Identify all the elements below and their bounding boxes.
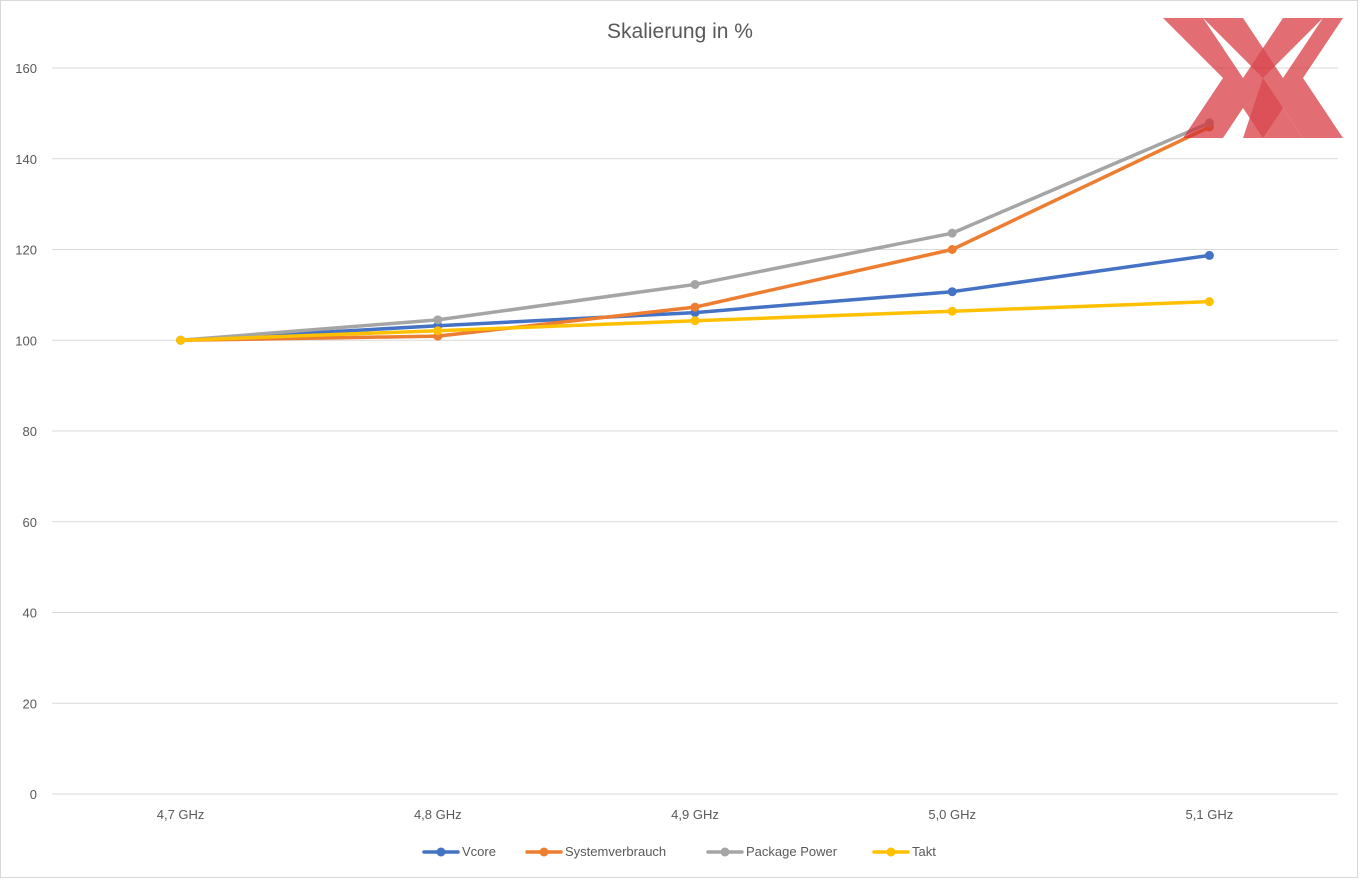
data-point xyxy=(947,228,957,238)
legend-item: Takt xyxy=(872,844,936,859)
data-point xyxy=(690,302,700,312)
chart-title: Skalierung in % xyxy=(607,20,753,43)
series-layer xyxy=(176,118,1214,345)
series-vcore xyxy=(176,250,1214,345)
legend-item: Vcore xyxy=(422,844,496,859)
y-tick-label: 60 xyxy=(23,515,37,530)
legend-marker xyxy=(886,847,896,857)
data-point xyxy=(947,245,957,254)
legend-label: Vcore xyxy=(462,844,496,859)
legend-marker xyxy=(539,847,549,857)
data-point xyxy=(176,335,186,345)
x-tick-label: 4,9 GHz xyxy=(671,807,719,822)
gridlines xyxy=(52,67,1338,795)
y-tick-label: 0 xyxy=(30,787,37,802)
legend-label: Takt xyxy=(912,844,936,859)
data-point xyxy=(1204,297,1214,307)
y-axis-ticks: 0 20 40 60 80 100 120 140 160 xyxy=(15,61,37,802)
y-tick-label: 140 xyxy=(15,152,37,167)
legend-item: Package Power xyxy=(706,844,838,859)
legend-label: Systemverbrauch xyxy=(565,844,666,859)
legend-label: Package Power xyxy=(746,844,838,859)
x-axis-ticks: 4,7 GHz 4,8 GHz 4,9 GHz 5,0 GHz 5,1 GHz xyxy=(157,807,1233,822)
series-systemverbrauch xyxy=(176,122,1214,345)
legend-marker xyxy=(720,847,730,857)
data-point xyxy=(947,306,957,316)
data-point xyxy=(433,326,443,336)
legend: Vcore Systemverbrauch Package Power Takt xyxy=(422,844,936,859)
legend-marker xyxy=(436,847,446,857)
y-tick-label: 40 xyxy=(23,606,37,621)
x-tick-label: 5,1 GHz xyxy=(1186,807,1234,822)
y-tick-label: 20 xyxy=(23,696,37,711)
data-point xyxy=(433,315,443,325)
y-tick-label: 80 xyxy=(23,424,37,439)
data-point xyxy=(947,287,957,297)
y-tick-label: 120 xyxy=(15,243,37,258)
y-tick-label: 100 xyxy=(15,333,37,348)
legend-item: Systemverbrauch xyxy=(525,844,666,859)
x-tick-label: 4,8 GHz xyxy=(414,807,462,822)
data-point xyxy=(690,316,700,326)
xx-logo-icon xyxy=(1163,18,1343,138)
y-tick-label: 160 xyxy=(15,61,37,76)
data-point xyxy=(690,279,700,289)
x-tick-label: 5,0 GHz xyxy=(928,807,976,822)
data-point xyxy=(1204,250,1214,260)
x-tick-label: 4,7 GHz xyxy=(157,807,205,822)
series-takt xyxy=(176,297,1214,345)
